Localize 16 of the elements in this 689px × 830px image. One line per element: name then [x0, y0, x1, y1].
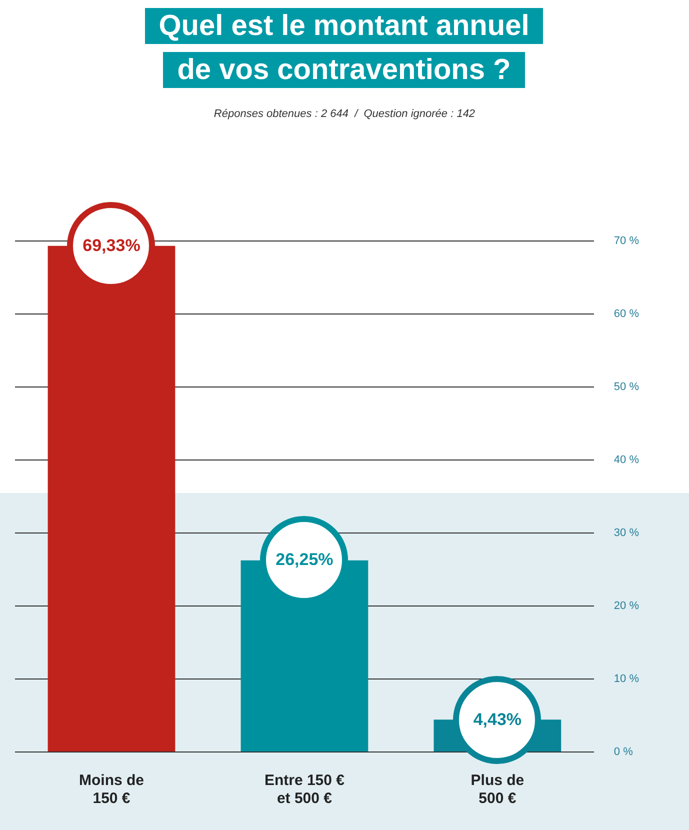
- data-label: 69,33%: [82, 236, 140, 256]
- y-tick-label: 40 %: [614, 454, 640, 466]
- y-tick-label: 60 %: [614, 308, 640, 320]
- data-label: 26,25%: [276, 550, 334, 570]
- chart-subtitle: Réponses obtenues : 2 644 / Question ignorée : 142: [212, 108, 476, 120]
- y-tick-label: 70 %: [614, 235, 640, 248]
- data-label: 4,43%: [473, 710, 522, 730]
- y-tick-label: 20 %: [614, 600, 640, 612]
- y-tick-label: 50 %: [614, 381, 640, 394]
- y-tick-label: 10 %: [614, 673, 640, 686]
- x-tick-label: Entre 150 € et 500 €: [264, 772, 346, 808]
- x-tick-label: Plus de 500 €: [470, 772, 524, 808]
- x-tick-label: Moins de 150 €: [78, 772, 144, 808]
- chart-title: Quel est le montant annuel de vos contraventions ?: [144, 8, 544, 88]
- y-tick-label: 0 %: [614, 746, 634, 758]
- y-tick-label: 30 %: [614, 527, 640, 540]
